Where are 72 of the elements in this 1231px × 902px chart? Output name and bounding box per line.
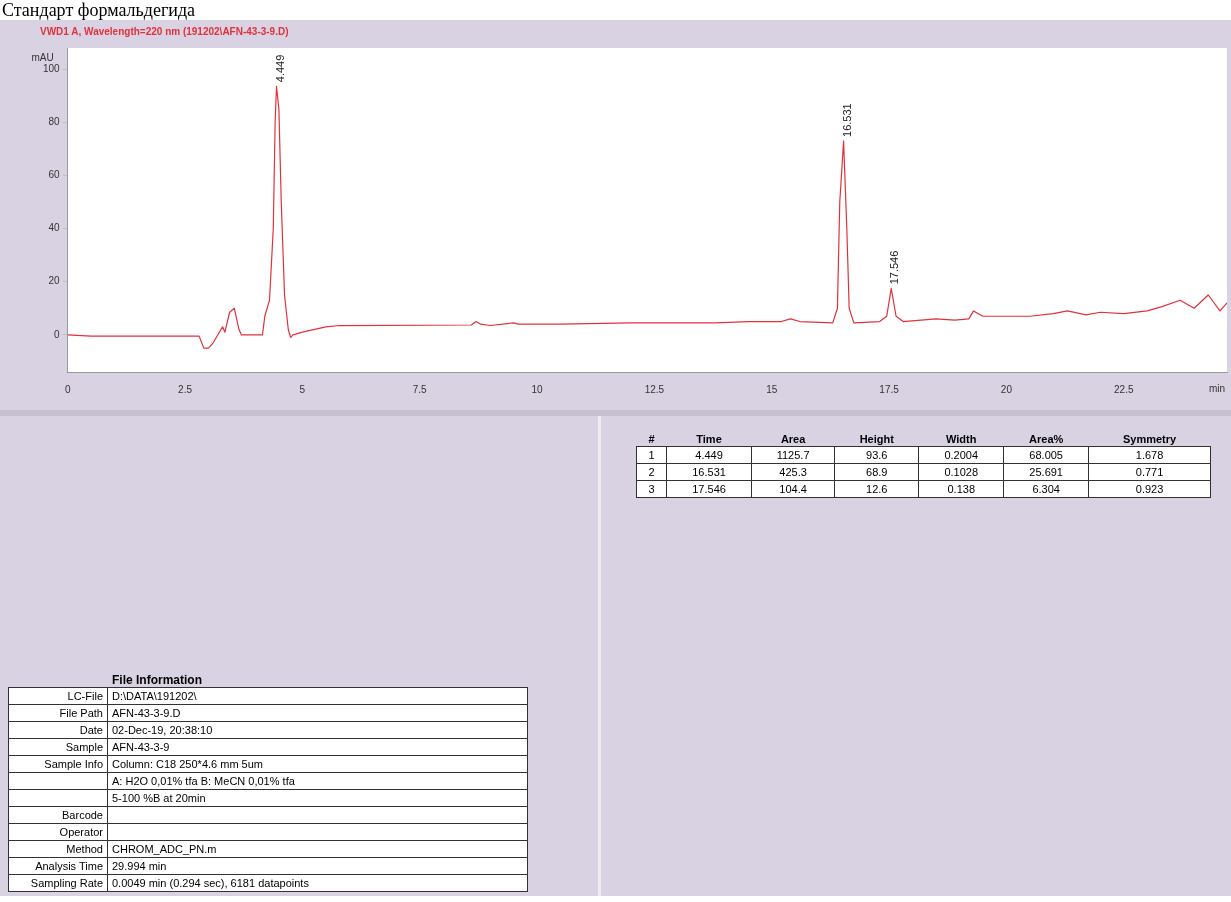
category-label: Time <box>695 432 723 447</box>
text: 1.678 <box>1088 446 1211 464</box>
x-tick-label: 12.5 <box>644 383 665 395</box>
text: A: H2O 0,01% tfa B: MeCN 0,01% tfa <box>107 772 528 790</box>
text: Date <box>8 721 108 739</box>
chart-title: Стандарт формальдегида <box>1 0 197 20</box>
x-tick-label: 2.5 <box>178 383 193 395</box>
text: Sampling Rate <box>8 874 108 892</box>
annotation: 17.546 <box>888 250 901 285</box>
chart-subtitle: VWD1 A, Wavelength=220 nm (191202\AFN-43-3-9.D) <box>40 25 289 37</box>
text: 68.005 <box>1003 446 1089 464</box>
y-tick-label: 40 <box>48 222 61 234</box>
category-label: Width <box>945 432 978 447</box>
category-label: Height <box>858 432 895 447</box>
x-tick-label: 22.5 <box>1114 383 1134 395</box>
text: File Path <box>8 704 108 722</box>
y-tick-label: 0 <box>54 328 61 340</box>
text: 0.0049 min (0.294 sec), 6181 datapoints <box>107 874 528 892</box>
x-tick-label: 20 <box>1000 383 1013 395</box>
x-tick-label: 15 <box>766 383 778 395</box>
text: 25.691 <box>1003 463 1089 481</box>
text: 17.546 <box>666 480 752 498</box>
text: File Information <box>111 673 203 687</box>
text: D:\DATA\191202\ <box>107 687 528 705</box>
text: Operator <box>8 823 108 841</box>
text: 68.9 <box>834 463 919 481</box>
category-label: Area <box>779 432 807 447</box>
text: CHROM_ADC_PN.m <box>107 840 528 858</box>
text: 0.1028 <box>918 463 1004 481</box>
text: 0.923 <box>1088 480 1211 498</box>
category-label: Area% <box>1028 432 1065 447</box>
text: 12.6 <box>834 480 919 498</box>
text: 5-100 %B at 20min <box>107 789 528 807</box>
x-tick-label: 10 <box>531 383 544 395</box>
text: 425.3 <box>751 463 835 481</box>
text: 16.531 <box>666 463 752 481</box>
x-tick-label: 5 <box>299 383 306 395</box>
text: AFN-43-3-9 <box>107 738 528 756</box>
text: Method <box>8 840 108 858</box>
y-tick-label: 20 <box>48 275 61 287</box>
category-label: # <box>647 432 656 447</box>
text: LC-File <box>8 687 108 705</box>
x-tick-label: 7.5 <box>412 383 428 395</box>
text: 0.2004 <box>918 446 1004 464</box>
text: Column: C18 250*4.6 mm 5um <box>107 755 528 773</box>
text: 0.771 <box>1088 463 1211 481</box>
text: 0.138 <box>918 480 1004 498</box>
text: 6.304 <box>1003 480 1089 498</box>
text: 104.4 <box>751 480 835 498</box>
x-tick-label: 0 <box>64 383 71 395</box>
y-tick-label: 80 <box>48 116 61 128</box>
text: 02-Dec-19, 20:38:10 <box>107 721 528 739</box>
text: 29.994 min <box>107 857 528 875</box>
category-label: Symmetry <box>1121 432 1178 447</box>
text: AFN-43-3-9.D <box>107 704 528 722</box>
text: Sample <box>8 738 108 756</box>
y-tick-label: 100 <box>43 63 61 74</box>
y-tick-label: 60 <box>48 169 61 181</box>
annotation: 4.449 <box>273 54 286 83</box>
text: Sample Info <box>8 755 108 773</box>
text: 4.449 <box>666 446 752 464</box>
text: 93.6 <box>834 446 919 464</box>
text: Analysis Time <box>8 857 108 875</box>
text: 1125.7 <box>751 446 835 464</box>
annotation: 16.531 <box>840 103 853 137</box>
text: 3 <box>636 480 667 498</box>
x-axis-title: min <box>1208 382 1225 394</box>
x-tick-label: 17.5 <box>879 383 900 395</box>
text: 2 <box>636 463 667 481</box>
text: Barcode <box>8 806 108 824</box>
y-axis-title: mAU <box>31 52 54 63</box>
text: 1 <box>636 446 667 464</box>
